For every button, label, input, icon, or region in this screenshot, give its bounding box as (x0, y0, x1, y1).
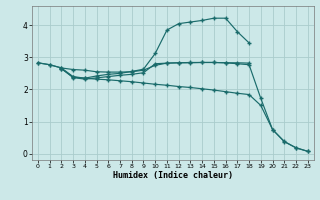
X-axis label: Humidex (Indice chaleur): Humidex (Indice chaleur) (113, 171, 233, 180)
